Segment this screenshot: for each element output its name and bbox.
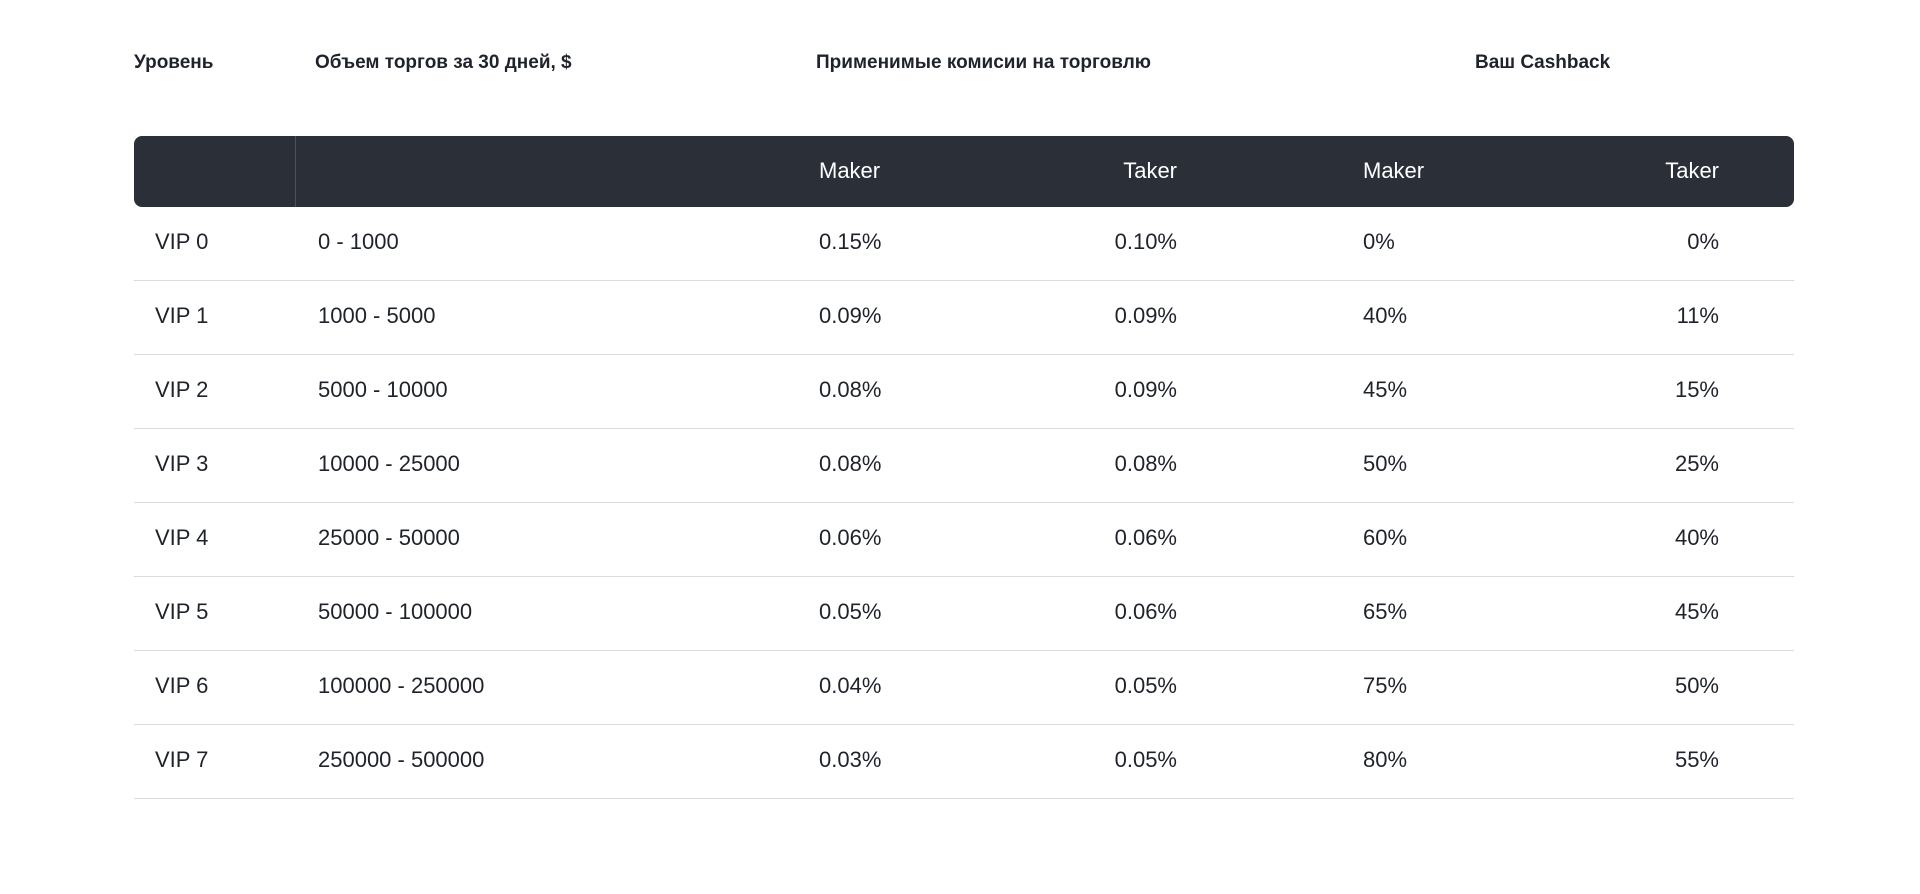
cell-volume: 250000 - 500000 (318, 747, 485, 772)
cell-level: VIP 6 (155, 673, 209, 698)
cell-level: VIP 4 (155, 525, 209, 550)
cell-volume: 100000 - 250000 (318, 673, 485, 698)
cell-cashback-taker: 11% (1676, 303, 1719, 328)
subheader-cashback-taker: Taker (1665, 158, 1719, 183)
cell-cashback-taker: 45% (1674, 599, 1719, 624)
cell-fee-maker: 0.05% (819, 599, 882, 624)
cell-cashback-taker: 15% (1674, 377, 1719, 402)
cell-level: VIP 7 (155, 747, 209, 772)
cell-cashback-taker: 50% (1674, 673, 1719, 698)
table-row: VIP 4 25000 - 50000 0.06% 0.06% 60% 40% (134, 503, 1794, 577)
cell-level: VIP 1 (155, 303, 209, 328)
cell-volume: 1000 - 5000 (318, 303, 436, 328)
cell-fee-maker: 0.06% (819, 525, 882, 550)
header-fees: Применимые комисии на торговлю (816, 52, 1151, 73)
table-row: VIP 2 5000 - 10000 0.08% 0.09% 45% 15% (134, 355, 1794, 429)
cell-cashback-maker: 80% (1363, 747, 1408, 772)
cell-cashback-maker: 50% (1363, 451, 1408, 476)
cell-volume: 5000 - 10000 (318, 377, 448, 402)
cell-level: VIP 5 (155, 599, 209, 624)
cell-cashback-taker: 0% (1687, 229, 1719, 254)
table-row: VIP 5 50000 - 100000 0.05% 0.06% 65% 45% (134, 577, 1794, 651)
table-row: VIP 0 0 - 1000 0.15% 0.10% 0% 0% (134, 207, 1794, 281)
cell-cashback-taker: 25% (1674, 451, 1719, 476)
vip-levels-table: Maker Taker Maker Taker VIP 0 0 - 1000 0… (134, 136, 1794, 799)
table-row: VIP 6 100000 - 250000 0.04% 0.05% 75% 50… (134, 651, 1794, 725)
cell-cashback-maker: 65% (1363, 599, 1408, 624)
cell-fee-maker: 0.08% (819, 451, 882, 476)
cell-fee-taker: 0.08% (1114, 451, 1177, 476)
cell-fee-taker: 0.06% (1114, 599, 1177, 624)
cell-fee-taker: 0.09% (1114, 303, 1177, 328)
cell-fee-taker: 0.05% (1114, 747, 1177, 772)
table-top-headers: Уровень Объем торгов за 30 дней, $ Приме… (0, 0, 1920, 110)
cell-fee-taker: 0.06% (1114, 525, 1177, 550)
table-row: VIP 1 1000 - 5000 0.09% 0.09% 40% 11% (134, 281, 1794, 355)
table-subheader: Maker Taker Maker Taker (134, 136, 1794, 207)
cell-fee-maker: 0.08% (819, 377, 882, 402)
subheader-fees-maker: Maker (819, 158, 881, 183)
cell-level: VIP 2 (155, 377, 209, 402)
cell-fee-maker: 0.03% (819, 747, 882, 772)
header-volume: Объем торгов за 30 дней, $ (315, 52, 572, 73)
cell-level: VIP 3 (155, 451, 209, 476)
header-cashback: Ваш Cashback (1475, 52, 1611, 73)
cell-volume: 25000 - 50000 (318, 525, 460, 550)
cell-cashback-maker: 40% (1363, 303, 1408, 328)
cell-fee-maker: 0.04% (819, 673, 882, 698)
cell-fee-taker: 0.09% (1114, 377, 1177, 402)
cell-volume: 50000 - 100000 (318, 599, 473, 624)
table-row: VIP 3 10000 - 25000 0.08% 0.08% 50% 25% (134, 429, 1794, 503)
cell-cashback-maker: 75% (1363, 673, 1408, 698)
cell-volume: 0 - 1000 (318, 229, 399, 254)
cell-volume: 10000 - 25000 (318, 451, 460, 476)
cell-level: VIP 0 (155, 229, 209, 254)
subheader-cashback-maker: Maker (1363, 158, 1425, 183)
table-row: VIP 7 250000 - 500000 0.03% 0.05% 80% 55… (134, 725, 1794, 799)
cell-fee-maker: 0.09% (819, 303, 882, 328)
header-level: Уровень (134, 52, 214, 73)
cell-cashback-maker: 0% (1363, 229, 1395, 254)
cell-cashback-taker: 40% (1674, 525, 1719, 550)
subheader-fees-taker: Taker (1123, 158, 1177, 183)
cell-cashback-maker: 60% (1363, 525, 1408, 550)
cell-fee-maker: 0.15% (819, 229, 882, 254)
cell-cashback-taker: 55% (1674, 747, 1719, 772)
subheader-divider (295, 136, 296, 207)
cell-fee-taker: 0.10% (1114, 229, 1177, 254)
cell-cashback-maker: 45% (1363, 377, 1408, 402)
cell-fee-taker: 0.05% (1114, 673, 1177, 698)
